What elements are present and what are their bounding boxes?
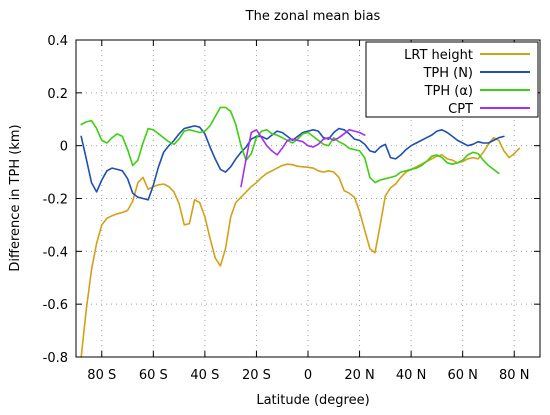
x-tick-label: 40 S: [190, 368, 219, 383]
x-tick-label: 80 N: [499, 368, 529, 383]
y-tick-label: 0.4: [47, 34, 68, 49]
legend-label-2: TPH (α): [424, 84, 473, 99]
legend-label-0: LRT height: [404, 48, 473, 63]
axis-ticks: 80 S 60 S 40 S 20 S 0 20 N 40 N 60 N 80 N 0.4 0.2 0…: [43, 34, 540, 383]
series-line-3: [240, 129, 366, 188]
legend-label-1: TPH (N): [422, 66, 473, 81]
series-line-1: [80, 125, 505, 201]
y-tick-label: -0.8: [43, 351, 68, 366]
chart-title: The zonal mean bias: [245, 9, 381, 24]
plot-area: [80, 106, 521, 358]
x-tick-label: 40 N: [396, 368, 426, 383]
series-line-0: [80, 136, 521, 358]
x-tick-label: 60 N: [447, 368, 477, 383]
x-axis-label: Latitude (degree): [256, 393, 369, 408]
series-line-2: [80, 106, 500, 184]
y-tick-label: 0: [60, 140, 68, 155]
legend-label-3: CPT: [448, 102, 473, 117]
y-tick-label: -0.6: [43, 298, 68, 313]
y-tick-label: -0.2: [43, 193, 68, 208]
legend: LRT height TPH (N) TPH (α) CPT: [365, 41, 539, 118]
x-tick-label: 80 S: [87, 368, 116, 383]
y-axis-label: Difference in TPH (km): [8, 124, 23, 271]
x-tick-label: 60 S: [139, 368, 168, 383]
y-tick-label: -0.4: [43, 245, 68, 260]
x-tick-label: 0: [304, 368, 312, 383]
x-tick-label: 20 N: [344, 368, 374, 383]
x-tick-label: 20 S: [242, 368, 271, 383]
y-tick-label: 0.2: [47, 87, 68, 102]
